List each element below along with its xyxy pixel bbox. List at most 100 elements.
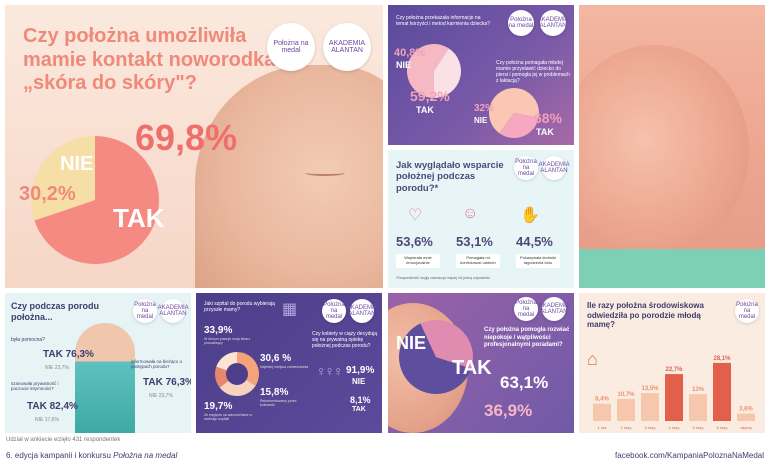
bar-value-label-1: 8,4% xyxy=(595,397,609,403)
donut-hole xyxy=(226,363,248,385)
t6-no-label: NIE xyxy=(396,333,427,353)
akademia-logo-t2: AKADEMIA ALANTAN xyxy=(538,10,569,36)
bar-category-label-6: 6 razy xyxy=(717,425,728,430)
t4-q3-yes: TAK 82,4% xyxy=(27,401,78,412)
bar-1 xyxy=(593,403,611,421)
bar-category-label-7: więcej xyxy=(740,425,751,430)
polozna-logo-t3: Położna na medal xyxy=(514,156,538,180)
hospital-icon: ▦ xyxy=(282,301,298,318)
people-icon: ♀♀♀ xyxy=(316,363,343,379)
t4-q3-no: NIE 17,6% xyxy=(35,417,59,423)
q2-no-value: 32% xyxy=(474,103,495,114)
belly-shape xyxy=(579,45,749,255)
t5-q2-no-label: NIE xyxy=(352,377,366,386)
q1-text-t4: była pomocna? xyxy=(11,337,45,343)
facebook-link[interactable]: facebook.com/KampaniaPoloznaNaMedal xyxy=(615,451,764,460)
green-shirt xyxy=(579,249,765,288)
pie6-slice-nie xyxy=(420,320,473,369)
tile1-title: Czy położna umożliwiła mamie kontakt now… xyxy=(23,25,276,95)
t5-stat-1-label: W którym pracuje moja lekarz prowadzący xyxy=(204,337,251,346)
t4-q1-yes: TAK 76,3% xyxy=(43,349,94,360)
q1-no-label: NIE xyxy=(396,60,412,70)
q2-yes-value: 68% xyxy=(534,110,563,126)
akademia-logo-t3: AKADEMIA ALANTAN xyxy=(539,156,570,180)
bar-value-label-6: 28,1% xyxy=(713,356,731,362)
t5-stat-2: 30,6 % xyxy=(260,353,292,364)
support-3-value: 44,5% xyxy=(516,234,553,249)
pie1-yes-label: TAK xyxy=(113,203,165,233)
support-2-value: 53,1% xyxy=(456,234,493,249)
q2-text-t4: informowała na bieżąco o postępach porod… xyxy=(131,359,183,370)
pie2-slice-nie xyxy=(434,48,461,98)
pregnant-photo xyxy=(579,5,765,288)
t5-q2-yes: 8,1% xyxy=(350,395,371,405)
t5-stat-4: 19,7% xyxy=(204,401,233,412)
tile4-title: Czy podczas porodu położna... xyxy=(11,301,100,322)
q2-pie xyxy=(489,88,539,138)
bar-6 xyxy=(713,362,731,421)
pie3-slice-tak xyxy=(489,88,539,134)
visits-bar-chart: 8,4% 1 raz 10,7% 2 razy 13,5% 3 razy 22,7% 4 ra… xyxy=(593,356,755,430)
pie2-slice-tak xyxy=(407,44,449,98)
q3-text-t4: szanowała prywatność i poczucie intymnoś… xyxy=(11,381,59,392)
support-footnote: *Respondentki mogły zaznaczyć więcej niż… xyxy=(396,276,490,280)
bar-value-label-2: 10,7% xyxy=(617,392,635,398)
t5-q1: Jaki szpital do porodu wybierają przyszł… xyxy=(204,301,275,313)
donut-slice-1 xyxy=(219,374,256,396)
edition-prefix: 6. edycja kampanii i konkursu xyxy=(6,451,114,460)
pie1-no-value: 30,2% xyxy=(19,183,76,205)
polozna-logo-t5: Położna na medal xyxy=(322,299,346,323)
bar-2 xyxy=(617,398,635,421)
akademia-logo-t5: AKADEMIA ALANTAN xyxy=(347,299,378,323)
baby-photo xyxy=(195,65,383,288)
midwife-photo xyxy=(75,323,135,433)
polozna-logo-t7: Położna na medal xyxy=(735,299,759,323)
support-2-label: Pomagała mi kontrolować oddech xyxy=(456,254,500,268)
pie6-slice-tak xyxy=(399,323,472,394)
support-3-label: Pokazywała techniki łagodzenia bólu xyxy=(516,254,560,268)
pie1-slice-tak xyxy=(34,136,159,264)
t4-q2-no: NIE 23,7% xyxy=(149,393,173,399)
bar-category-label-1: 1 raz xyxy=(598,425,607,430)
tile-skin-to-skin: Czy położna umożliwiła mamie kontakt now… xyxy=(5,5,383,288)
t6-no-value: 36,9% xyxy=(484,401,533,420)
t4-q1-no: NIE 23,7% xyxy=(45,365,69,371)
edition-line: 6. edycja kampanii i konkursu Położna na… xyxy=(6,451,177,460)
pie3-slice-nie xyxy=(499,113,539,138)
t5-q2-no: 91,9% xyxy=(346,365,375,376)
polozna-logo: Położna na medal xyxy=(267,23,315,71)
t5-stat-1: 33,9% xyxy=(204,325,233,336)
bar-4 xyxy=(665,374,683,421)
tile-during-birth: Czy podczas porodu położna... Położna na… xyxy=(5,293,191,433)
bar-value-label-3: 13,5% xyxy=(641,386,659,392)
bar-3 xyxy=(641,393,659,421)
akademia-logo-t6: AKADEMIA ALANTAN xyxy=(539,297,570,321)
tile-support: Jak wyglądało wsparcie położnej podczas … xyxy=(388,150,574,288)
tile-visits: Ile razy położna środowiskowa odwiedziła… xyxy=(579,293,765,433)
q1-text: Czy położna przekazała informacje na tem… xyxy=(396,15,490,27)
pie1-yes-value: 69,8% xyxy=(135,117,238,158)
tile3-title: Jak wyglądało wsparcie położnej podczas … xyxy=(396,160,504,194)
edition-name: Położna na medal xyxy=(113,451,178,460)
bar-7 xyxy=(737,413,755,421)
polozna-logo-t4: Położna na medal xyxy=(133,299,157,323)
t5-stat-2-label: Najbliżej miejsca zamieszkania xyxy=(260,365,309,369)
polozna-logo-t2: Położna na medal xyxy=(508,10,534,36)
polozna-logo-t6: Położna na medal xyxy=(514,297,538,321)
t5-q2: Czy kobiety w ciąży decydują się na pryw… xyxy=(312,331,378,349)
pie1-no-label: NIE xyxy=(60,153,94,175)
bar-category-label-2: 2 razy xyxy=(621,425,632,430)
t5-stat-3: 15,8% xyxy=(260,387,289,398)
t5-stat-3-label: Rekomendowany przez koleżanki xyxy=(260,399,297,408)
massage-hand-icon: ✋ xyxy=(520,207,540,224)
q1-yes-label: TAK xyxy=(416,105,434,115)
tile-hospital-choice: Jaki szpital do porodu wybierają przyszł… xyxy=(196,293,382,433)
hospital-donut xyxy=(215,352,259,396)
q1-yes-value: 59,2% xyxy=(410,88,450,104)
tile-advice: NIE TAK Położna na medal AKADEMIA ALANTA… xyxy=(388,293,574,433)
q1-no-value: 40,8% xyxy=(394,47,426,59)
q2-no-label: NIE xyxy=(474,116,488,125)
t6-question: Czy położna pomogła rozwiać niepokoje / … xyxy=(484,327,570,348)
house-icon: ⌂ xyxy=(587,349,598,369)
akademia-logo: AKADEMIA ALANTAN xyxy=(323,23,371,71)
